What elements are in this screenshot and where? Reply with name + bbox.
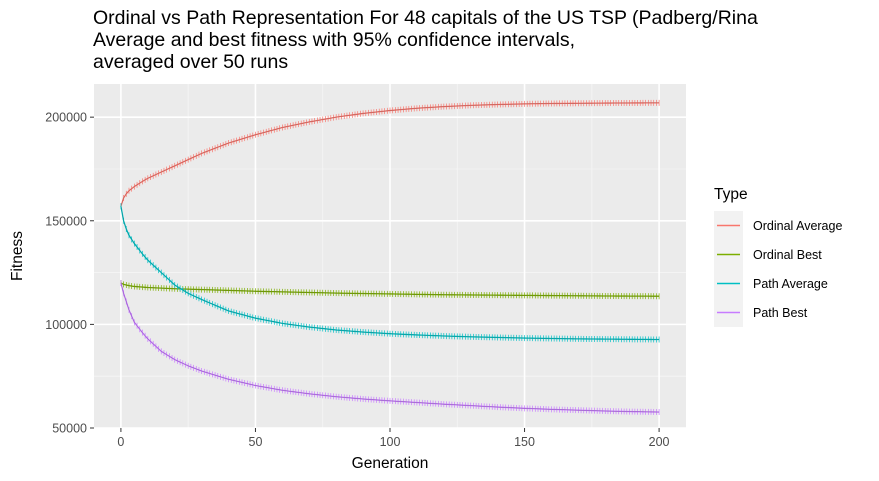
x-tick-label: 150 [514,435,535,449]
y-tick-label: 100000 [45,318,87,332]
series-path-average [120,203,660,343]
grid-major [94,84,686,429]
legend-title: Type [714,186,748,203]
x-tick-label: 200 [649,435,670,449]
series-layer [120,99,660,416]
series-confidence-edge [120,282,660,297]
legend: Type Ordinal Average Ordinal Best Path Ave… [714,186,842,327]
chart-title-line-1: Ordinal vs Path Representation For 48 ca… [93,7,758,29]
y-axis: 50000 100000 150000 200000 [45,111,94,436]
y-tick-label: 50000 [52,422,87,436]
legend-item-label: Ordinal Average [753,219,842,233]
x-axis: 0 50 100 150 200 [117,428,670,449]
chart-title-line-2: Average and best fitness with 95% confid… [93,29,575,51]
chart-title-line-3: averaged over 50 runs [93,51,288,73]
legend-item-label: Path Best [753,306,808,320]
legend-item-label: Ordinal Best [753,248,822,262]
series-confidence-edge [120,282,660,413]
series-ordinal-average [120,99,660,210]
legend-item-label: Path Average [753,277,828,291]
x-axis-title: Generation [352,455,429,472]
x-tick-label: 0 [117,435,124,449]
y-axis-title: Fitness [9,231,26,281]
x-tick-label: 100 [380,435,401,449]
x-tick-label: 50 [249,435,263,449]
series-confidence-edge [120,102,660,207]
series-path-best [120,279,660,416]
chart-title: Ordinal vs Path Representation For 48 ca… [93,7,758,73]
y-tick-label: 200000 [45,111,87,125]
series-confidence-edge [120,206,660,340]
y-tick-label: 150000 [45,214,87,228]
